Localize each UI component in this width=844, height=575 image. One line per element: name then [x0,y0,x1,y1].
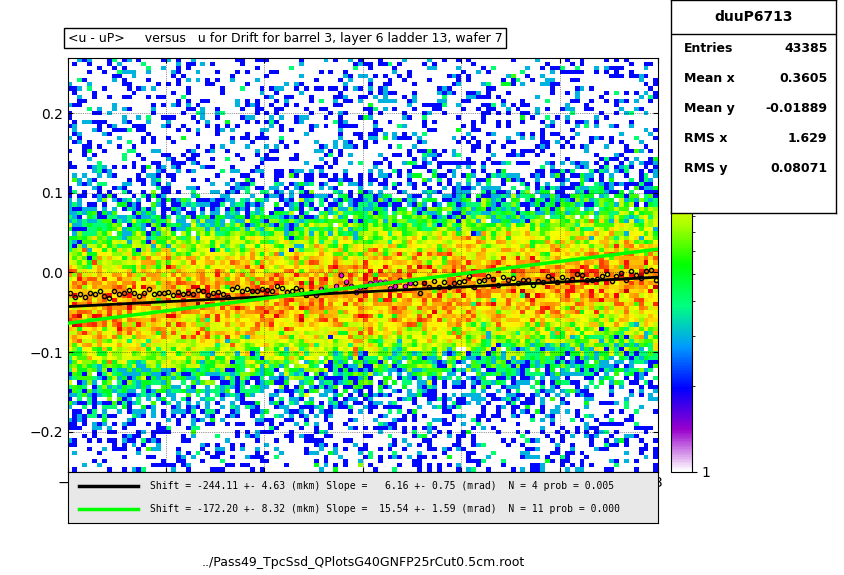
Text: 1.629: 1.629 [787,132,827,145]
Text: duuP6713: duuP6713 [714,10,793,24]
Text: RMS y: RMS y [684,162,728,175]
Text: Shift = -172.20 +- 8.32 (mkm) Slope =  15.54 +- 1.59 (mrad)  N = 11 prob = 0.000: Shift = -172.20 +- 8.32 (mkm) Slope = 15… [150,504,620,513]
Text: Entries: Entries [684,43,733,55]
Text: 0.08071: 0.08071 [771,162,827,175]
Text: ../Pass49_TpcSsd_QPlotsG40GNFP25rCut0.5cm.root: ../Pass49_TpcSsd_QPlotsG40GNFP25rCut0.5c… [202,556,524,569]
Text: Mean x: Mean x [684,72,735,85]
Text: Mean y: Mean y [684,102,735,115]
Text: <u - uP>     versus   u for Drift for barrel 3, layer 6 ladder 13, wafer 7: <u - uP> versus u for Drift for barrel 3… [68,32,502,45]
Text: 0.3605: 0.3605 [779,72,827,85]
Text: -0.01889: -0.01889 [766,102,827,115]
Text: Shift = -244.11 +- 4.63 (mkm) Slope =   6.16 +- 0.75 (mrad)  N = 4 prob = 0.005: Shift = -244.11 +- 4.63 (mkm) Slope = 6.… [150,481,614,491]
Text: RMS x: RMS x [684,132,728,145]
Text: 43385: 43385 [784,43,827,55]
